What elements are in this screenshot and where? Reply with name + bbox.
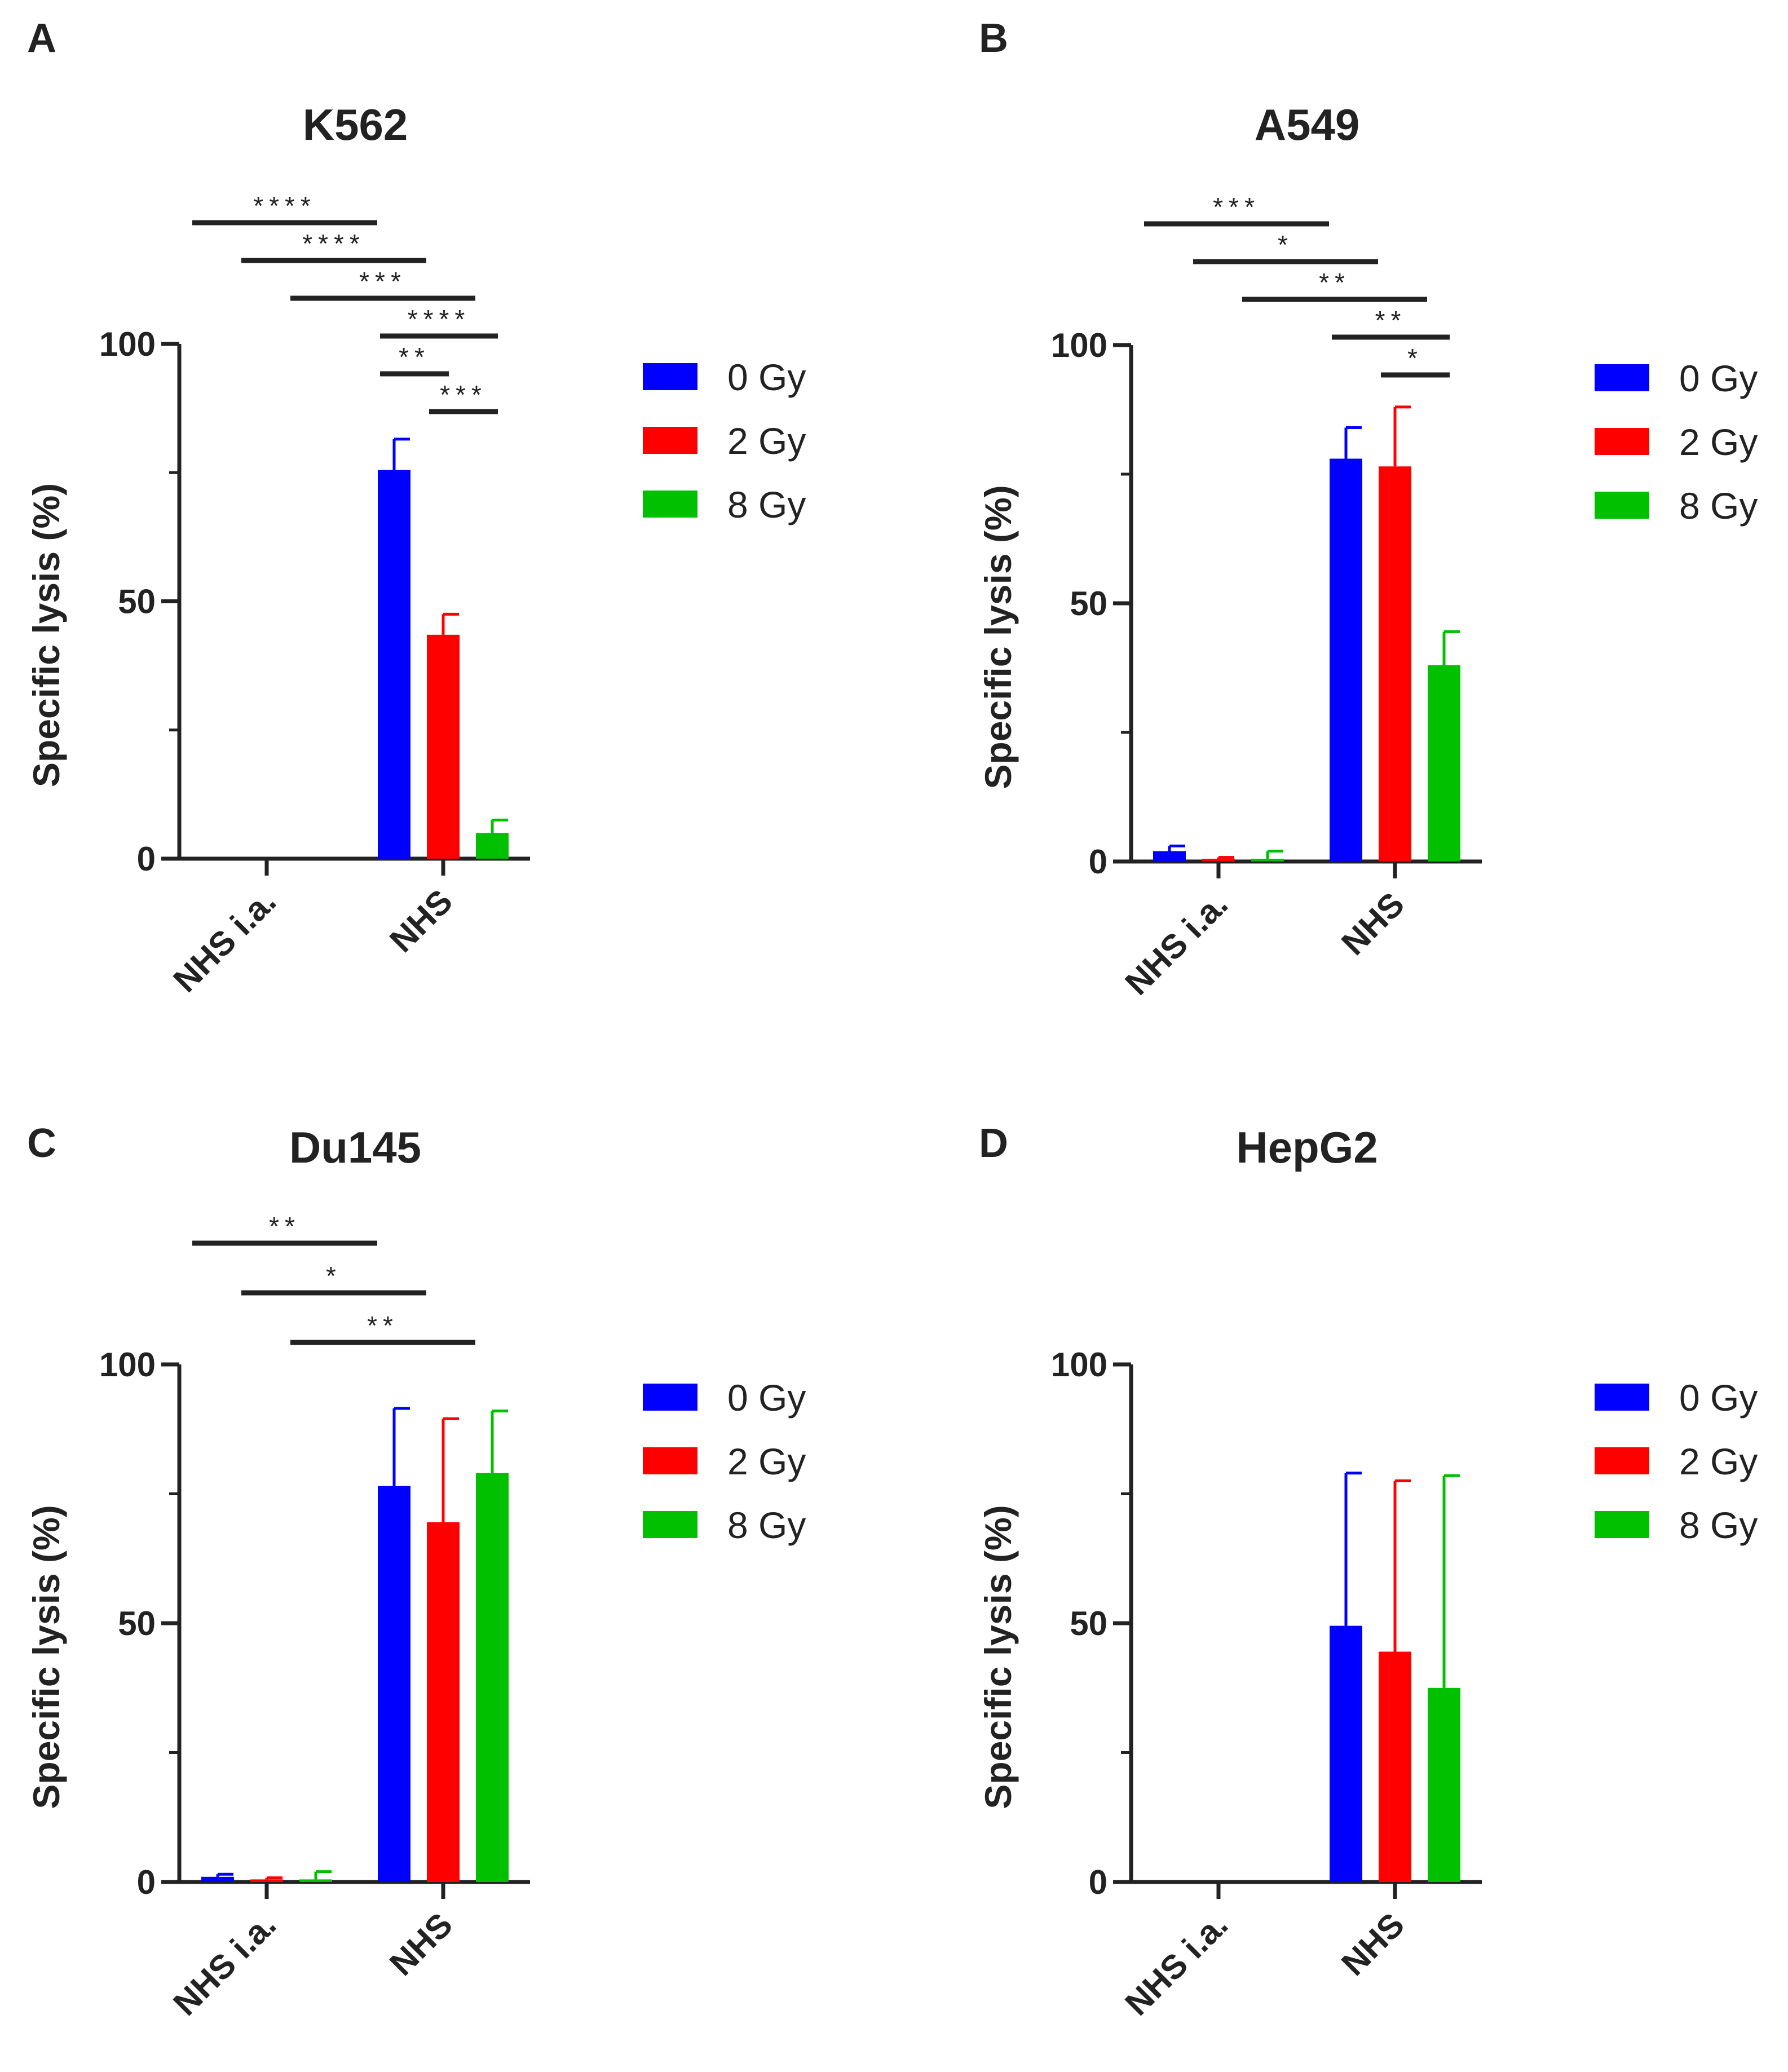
legend-swatch-2gy [643, 427, 697, 454]
panel-letter: B [979, 16, 1008, 61]
legend-swatch-8gy [643, 491, 697, 518]
chart-title: A549 [1255, 100, 1359, 149]
x-category-label: NHS [1334, 1906, 1411, 1983]
significance-stars: **** [302, 229, 365, 258]
y-axis-label: Specific lysis (%) [977, 1505, 1019, 1809]
significance-stars: **** [253, 191, 316, 220]
legend-swatch-0gy [1595, 364, 1649, 391]
chart-title: HepG2 [1236, 1123, 1378, 1172]
legend-swatch-0gy [643, 1384, 697, 1411]
legend-swatch-8gy [1595, 1511, 1649, 1538]
significance-stars: * [326, 1261, 342, 1291]
significance-stars: ** [1375, 306, 1407, 335]
chart-title: Du145 [289, 1123, 421, 1172]
significance-stars: **** [408, 304, 471, 334]
legend-swatch-8gy [643, 1511, 697, 1538]
legend-label: 8 Gy [1679, 485, 1758, 527]
legend-label: 8 Gy [727, 484, 806, 525]
significance-stars: ** [1319, 268, 1350, 297]
bar-0gy [201, 1876, 234, 1882]
legend-label: 0 Gy [727, 1377, 806, 1419]
x-category-label: NHS i.a. [1118, 1906, 1235, 2023]
legend-label: 2 Gy [1679, 421, 1758, 463]
bar-2gy [427, 634, 460, 859]
y-tick-label: 100 [99, 1346, 156, 1384]
legend-label: 8 Gy [1679, 1504, 1758, 1546]
bar-0gy [378, 470, 410, 859]
panel-letter: C [27, 1121, 56, 1166]
bar-2gy [1379, 466, 1411, 862]
legend-swatch-0gy [643, 363, 697, 390]
y-tick-label: 100 [99, 325, 156, 363]
bar-2gy [427, 1522, 460, 1882]
panel-D: D HepG2 0 50 100 Specific lysis (%) NHS i.a. NH… [977, 1121, 1758, 2023]
bar-2gy [1202, 859, 1235, 862]
bar-8gy [476, 1473, 509, 1882]
y-tick-label: 50 [118, 1605, 156, 1642]
legend-label: 2 Gy [727, 1441, 806, 1482]
bar-8gy [1428, 1687, 1460, 1882]
significance-stars: ** [269, 1212, 301, 1241]
y-axis-label: Specific lysis (%) [977, 485, 1019, 789]
significance-stars: * [1407, 343, 1423, 373]
significance-stars: ** [399, 342, 430, 372]
x-category-label: NHS [382, 882, 460, 960]
bar-2gy [1379, 1651, 1411, 1882]
y-tick-label: 0 [137, 1863, 156, 1901]
bar-8gy [476, 833, 509, 859]
bar-0gy [378, 1486, 410, 1882]
y-tick-label: 0 [137, 840, 156, 878]
significance-stars: *** [1213, 192, 1260, 222]
x-category-label: NHS i.a. [166, 1906, 283, 2023]
bar-0gy [1153, 851, 1186, 862]
y-axis-label: Specific lysis (%) [25, 1505, 67, 1809]
panel-B: B A549 0 50 100 Specific lysis (%) NHS i.a. NHS… [977, 16, 1758, 1002]
panel-C: C Du145 0 50 100 Specific lysis (%) NHS i.a. NH… [25, 1121, 806, 2023]
y-tick-label: 50 [1070, 1605, 1107, 1642]
panel-A: A K562 0 50 100 Specific lysis (%) NHS i.a. NHS… [25, 16, 806, 1000]
legend-swatch-8gy [1595, 492, 1649, 519]
significance-stars: *** [359, 267, 407, 296]
significance-stars: * [1278, 230, 1293, 259]
x-category-label: NHS [1334, 885, 1411, 962]
legend-label: 0 Gy [1679, 1377, 1758, 1419]
panel-letter: D [979, 1121, 1008, 1166]
legend-label: 2 Gy [1679, 1441, 1758, 1482]
legend-label: 8 Gy [727, 1504, 806, 1546]
y-tick-label: 0 [1089, 1863, 1107, 1901]
legend-label: 0 Gy [727, 356, 806, 398]
y-tick-label: 100 [1051, 326, 1107, 364]
x-category-label: NHS i.a. [1118, 885, 1235, 1002]
y-axis-label: Specific lysis (%) [25, 483, 67, 787]
legend-swatch-2gy [643, 1447, 697, 1474]
x-category-label: NHS i.a. [166, 882, 283, 1000]
bar-8gy [1251, 859, 1284, 862]
legend-swatch-2gy [1595, 428, 1649, 455]
bar-8gy [1428, 665, 1460, 862]
significance-stars: *** [440, 380, 487, 409]
y-tick-label: 0 [1089, 843, 1107, 881]
bar-0gy [1330, 458, 1362, 862]
chart-title: K562 [303, 100, 408, 149]
legend-swatch-2gy [1595, 1447, 1649, 1474]
legend-label: 2 Gy [727, 420, 806, 462]
bar-8gy [299, 1879, 332, 1882]
legend-swatch-0gy [1595, 1384, 1649, 1411]
bar-0gy [1330, 1625, 1362, 1882]
significance-stars: ** [367, 1311, 399, 1340]
x-category-label: NHS [382, 1906, 460, 1983]
bar-2gy [250, 1879, 283, 1882]
panel-letter: A [27, 16, 56, 61]
y-tick-label: 100 [1051, 1346, 1107, 1384]
y-tick-label: 50 [1070, 585, 1107, 622]
legend-label: 0 Gy [1679, 357, 1758, 399]
y-tick-label: 50 [118, 583, 156, 621]
